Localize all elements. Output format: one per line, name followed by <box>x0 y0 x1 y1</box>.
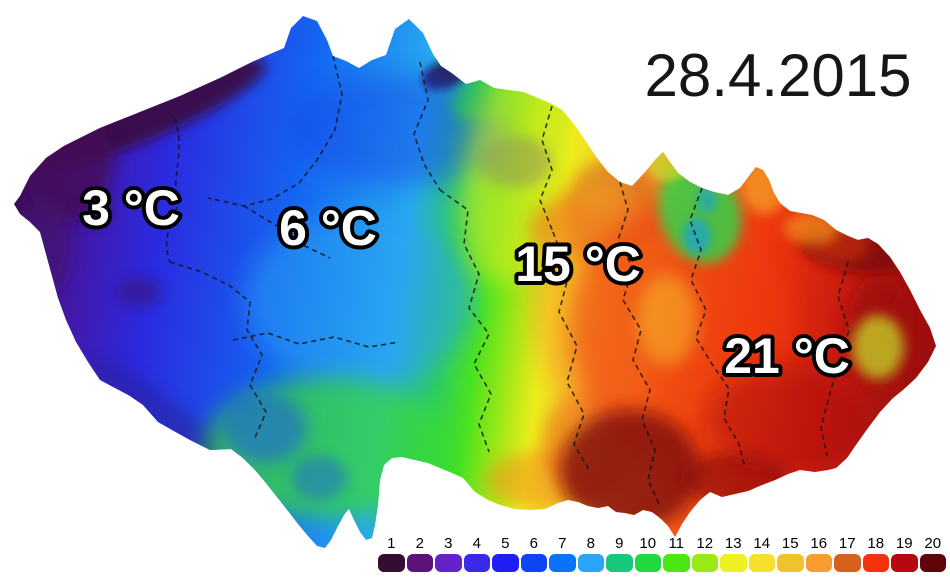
legend-swatch <box>606 554 633 572</box>
legend-value: 8 <box>586 535 595 552</box>
legend-swatch <box>634 554 661 572</box>
legend-value: 3 <box>444 535 453 552</box>
legend-item: 9 <box>606 536 633 572</box>
legend-value: 5 <box>501 535 510 552</box>
legend-swatch <box>891 554 918 572</box>
legend-item: 16 <box>805 535 832 572</box>
legend-swatch <box>378 554 405 572</box>
legend-item: 12 <box>691 535 718 572</box>
legend-item: 11 <box>663 536 690 572</box>
legend-swatch <box>777 554 804 572</box>
legend-item: 6 <box>520 535 547 572</box>
legend-item: 5 <box>492 536 519 572</box>
legend-value: 10 <box>639 535 657 552</box>
legend-item: 1 <box>378 536 405 572</box>
legend-item: 18 <box>862 535 889 572</box>
legend-item: 17 <box>834 536 861 572</box>
legend-value: 2 <box>415 535 424 552</box>
legend-swatch <box>805 554 832 572</box>
legend-item: 7 <box>549 536 576 572</box>
legend-value: 16 <box>810 535 828 552</box>
legend-item: 10 <box>634 535 661 572</box>
legend-value: 15 <box>781 535 799 552</box>
legend-value: 7 <box>558 535 567 552</box>
legend-item: 15 <box>777 536 804 572</box>
legend-value: 1 <box>387 535 396 552</box>
legend-swatch <box>406 554 433 572</box>
legend-item: 14 <box>748 535 775 572</box>
legend-value: 11 <box>668 535 685 552</box>
legend-value: 19 <box>895 535 913 552</box>
legend-swatch <box>577 554 604 572</box>
legend-swatch <box>520 554 547 572</box>
legend-value: 17 <box>838 535 856 552</box>
region-boundaries <box>165 55 850 505</box>
legend-value: 9 <box>615 535 624 552</box>
legend-item: 3 <box>435 536 462 572</box>
legend-value: 14 <box>753 535 771 552</box>
legend-swatch <box>463 554 490 572</box>
legend-swatch <box>435 554 462 572</box>
legend-swatch <box>691 554 718 572</box>
legend-swatch <box>549 554 576 572</box>
legend-item: 4 <box>463 535 490 572</box>
temperature-legend: 1 2 3 4 5 6 7 8 9 10 11 12 13 14 15 16 17 18 19 20 <box>378 536 946 572</box>
legend-swatch <box>862 554 889 572</box>
legend-item: 20 <box>919 535 946 572</box>
legend-value: 13 <box>724 535 742 552</box>
legend-swatch <box>720 554 747 572</box>
legend-swatch <box>919 554 946 572</box>
legend-value: 12 <box>696 535 714 552</box>
legend-swatch <box>748 554 775 572</box>
legend-value: 4 <box>472 535 481 552</box>
legend-item: 2 <box>406 535 433 572</box>
temp-label-east-central: 15 °C <box>515 236 641 292</box>
temp-label-central: 6 °C <box>279 200 377 256</box>
legend-swatch <box>663 554 690 572</box>
legend-value: 18 <box>867 535 885 552</box>
temp-label-west: 3 °C <box>82 180 180 236</box>
legend-item: 13 <box>720 536 747 572</box>
legend-swatch <box>492 554 519 572</box>
date-label: 28.4.2015 <box>645 42 912 109</box>
legend-item: 19 <box>891 536 918 572</box>
legend-value: 6 <box>529 535 538 552</box>
legend-item: 8 <box>577 535 604 572</box>
legend-swatch <box>834 554 861 572</box>
temp-label-east: 21 °C <box>724 328 850 384</box>
legend-value: 20 <box>924 535 942 552</box>
